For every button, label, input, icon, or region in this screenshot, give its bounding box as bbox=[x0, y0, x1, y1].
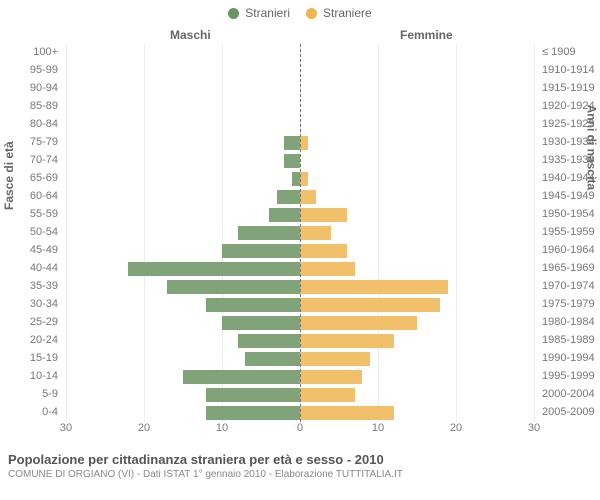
age-label: 90-94 bbox=[10, 82, 58, 94]
age-label: 75-79 bbox=[10, 136, 58, 148]
column-header-female: Femmine bbox=[400, 28, 453, 42]
birth-year-label: 1925-1929 bbox=[542, 118, 595, 130]
birth-year-label: 1945-1949 bbox=[542, 190, 595, 202]
birth-year-label: 1970-1974 bbox=[542, 280, 595, 292]
bar-female bbox=[300, 298, 440, 312]
age-label: 5-9 bbox=[10, 388, 58, 400]
age-label: 40-44 bbox=[10, 262, 58, 274]
birth-year-label: 1960-1964 bbox=[542, 244, 595, 256]
bar-female bbox=[300, 136, 308, 150]
birth-year-label: 1980-1984 bbox=[542, 316, 595, 328]
x-tick: 20 bbox=[450, 422, 462, 434]
x-tick: 10 bbox=[216, 422, 228, 434]
legend-male-swatch bbox=[228, 8, 239, 19]
legend-male: Stranieri bbox=[228, 6, 290, 20]
age-label: 60-64 bbox=[10, 190, 58, 202]
footer: Popolazione per cittadinanza straniera p… bbox=[8, 452, 592, 480]
bar-male bbox=[222, 244, 300, 258]
birth-year-label: 2000-2004 bbox=[542, 388, 595, 400]
bar-female bbox=[300, 280, 448, 294]
age-label: 80-84 bbox=[10, 118, 58, 130]
bar-female bbox=[300, 388, 355, 402]
legend: Stranieri Straniere bbox=[0, 0, 600, 20]
x-tick: 0 bbox=[297, 422, 303, 434]
age-label: 0-4 bbox=[10, 406, 58, 418]
bar-female bbox=[300, 172, 308, 186]
population-pyramid-chart: Stranieri Straniere Maschi Femmine Fasce… bbox=[0, 0, 600, 500]
footer-title: Popolazione per cittadinanza straniera p… bbox=[8, 452, 592, 467]
birth-year-label: 1955-1959 bbox=[542, 226, 595, 238]
age-label: 15-19 bbox=[10, 352, 58, 364]
birth-year-label: 1985-1989 bbox=[542, 334, 595, 346]
birth-year-label: 1930-1934 bbox=[542, 136, 595, 148]
age-label: 95-99 bbox=[10, 64, 58, 76]
birth-year-label: 1910-1914 bbox=[542, 64, 595, 76]
birth-year-label: 1915-1919 bbox=[542, 82, 595, 94]
bar-male bbox=[277, 190, 300, 204]
x-tick: 30 bbox=[528, 422, 540, 434]
x-axis-ticks: 3020100102030 bbox=[66, 422, 534, 440]
x-tick: 30 bbox=[60, 422, 72, 434]
age-label: 25-29 bbox=[10, 316, 58, 328]
bar-male bbox=[206, 298, 300, 312]
bar-female bbox=[300, 334, 394, 348]
footer-subtitle: COMUNE DI ORGIANO (VI) - Dati ISTAT 1° g… bbox=[8, 469, 592, 480]
age-label: 20-24 bbox=[10, 334, 58, 346]
legend-female: Straniere bbox=[306, 6, 372, 20]
bar-male bbox=[245, 352, 300, 366]
x-tick: 20 bbox=[138, 422, 150, 434]
x-tick: 10 bbox=[372, 422, 384, 434]
bar-male bbox=[284, 136, 300, 150]
legend-male-label: Stranieri bbox=[245, 6, 290, 20]
bar-male bbox=[183, 370, 300, 384]
bar-male bbox=[284, 154, 300, 168]
birth-year-label: ≤ 1909 bbox=[542, 46, 576, 58]
age-label: 70-74 bbox=[10, 154, 58, 166]
age-label: 85-89 bbox=[10, 100, 58, 112]
age-label: 35-39 bbox=[10, 280, 58, 292]
birth-year-label: 1990-1994 bbox=[542, 352, 595, 364]
age-label: 100+ bbox=[10, 46, 58, 58]
birth-year-label: 1975-1979 bbox=[542, 298, 595, 310]
age-label: 55-59 bbox=[10, 208, 58, 220]
column-header-male: Maschi bbox=[170, 28, 211, 42]
bar-female bbox=[300, 226, 331, 240]
bar-male bbox=[206, 388, 300, 402]
bar-female bbox=[300, 370, 362, 384]
bar-female bbox=[300, 352, 370, 366]
birth-year-label: 1920-1924 bbox=[542, 100, 595, 112]
birth-year-label: 1935-1939 bbox=[542, 154, 595, 166]
bar-male bbox=[222, 316, 300, 330]
legend-female-swatch bbox=[306, 8, 317, 19]
bar-male bbox=[238, 226, 300, 240]
birth-year-label: 1940-1944 bbox=[542, 172, 595, 184]
age-label: 50-54 bbox=[10, 226, 58, 238]
bar-male bbox=[167, 280, 300, 294]
bar-male bbox=[128, 262, 300, 276]
bar-female bbox=[300, 190, 316, 204]
age-label: 10-14 bbox=[10, 370, 58, 382]
age-label: 30-34 bbox=[10, 298, 58, 310]
bar-female bbox=[300, 208, 347, 222]
bar-female bbox=[300, 244, 347, 258]
birth-year-label: 1950-1954 bbox=[542, 208, 595, 220]
legend-female-label: Straniere bbox=[323, 6, 372, 20]
bar-female bbox=[300, 316, 417, 330]
birth-year-label: 1965-1969 bbox=[542, 262, 595, 274]
center-line bbox=[300, 44, 301, 422]
bar-male bbox=[292, 172, 300, 186]
age-label: 45-49 bbox=[10, 244, 58, 256]
bar-male bbox=[206, 406, 300, 420]
bar-male bbox=[238, 334, 300, 348]
bar-male bbox=[269, 208, 300, 222]
bar-female bbox=[300, 406, 394, 420]
bar-female bbox=[300, 262, 355, 276]
birth-year-label: 2005-2009 bbox=[542, 406, 595, 418]
plot-area: 100+≤ 190995-991910-191490-941915-191985… bbox=[66, 44, 534, 434]
age-label: 65-69 bbox=[10, 172, 58, 184]
birth-year-label: 1995-1999 bbox=[542, 370, 595, 382]
